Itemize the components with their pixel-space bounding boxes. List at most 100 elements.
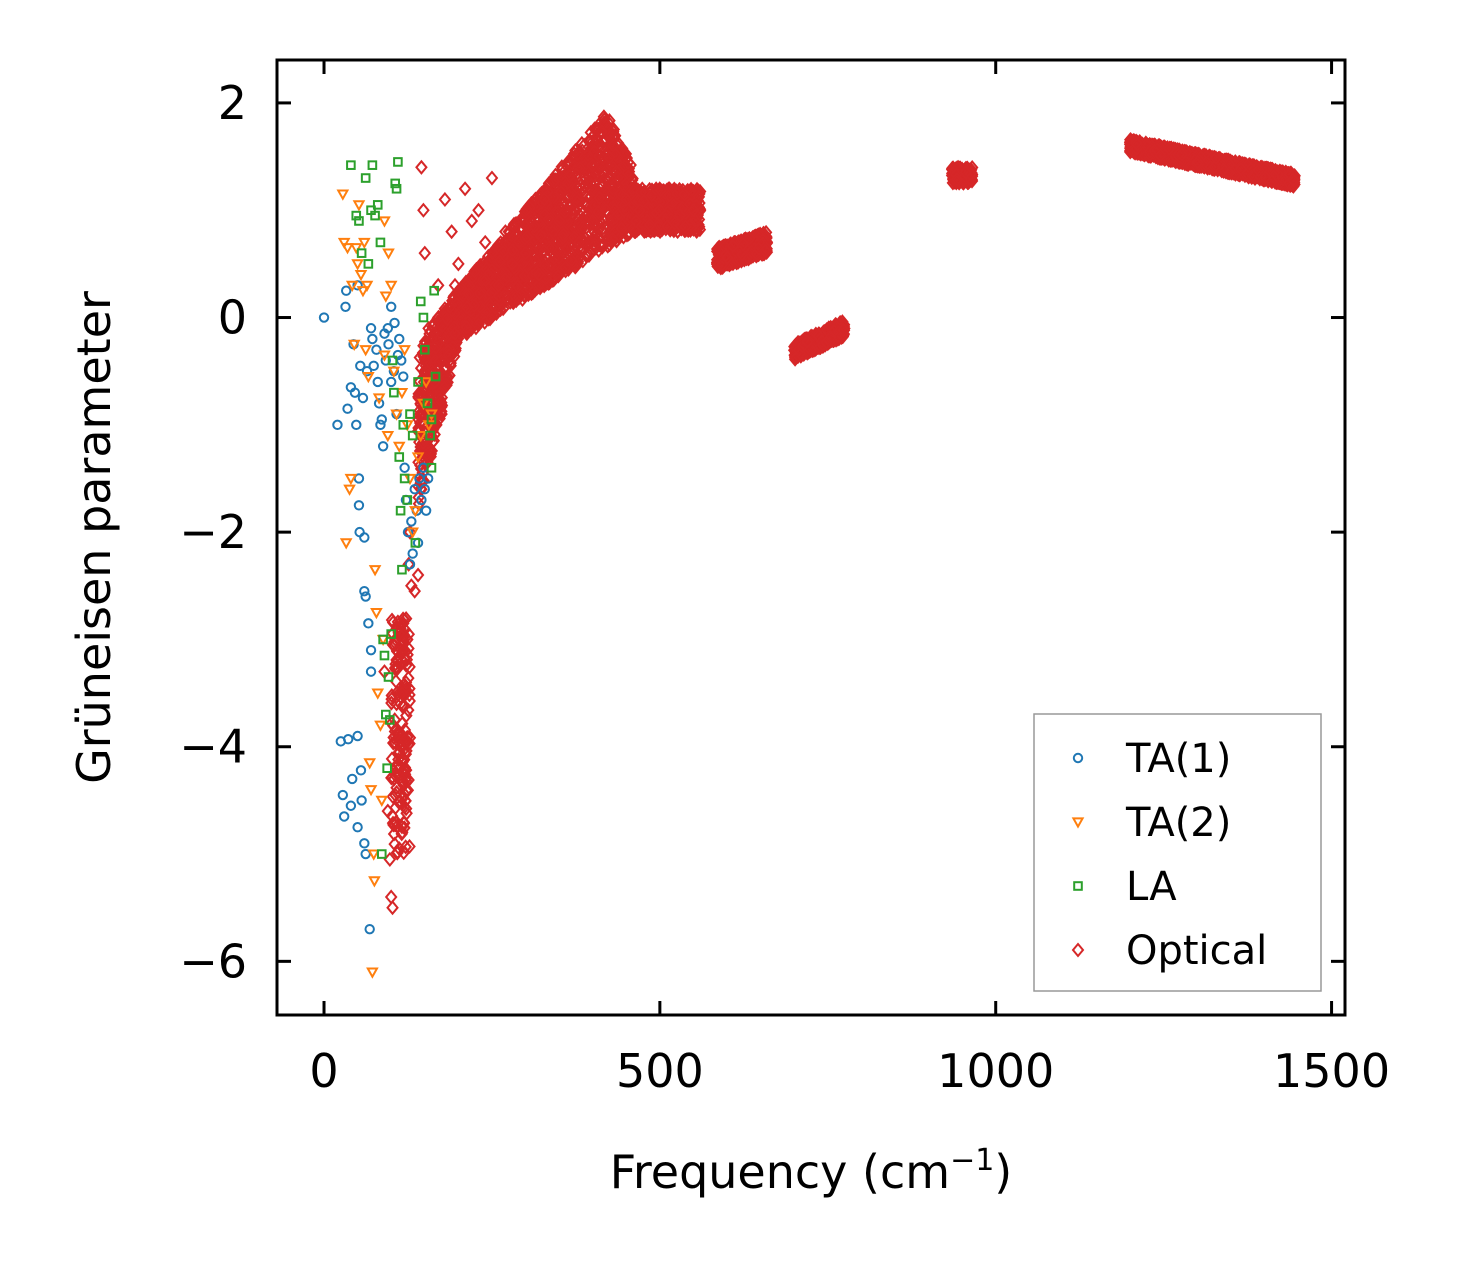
optical-point — [413, 349, 427, 366]
optical-point — [613, 186, 627, 202]
optical-point — [488, 299, 502, 315]
optical-point — [598, 171, 612, 187]
optical-cluster-6 — [1123, 132, 1301, 194]
optical-point — [606, 231, 619, 247]
optical-point — [743, 230, 756, 247]
optical-point — [461, 314, 475, 331]
optical-point — [615, 221, 628, 237]
optical-cluster-1 — [411, 109, 640, 512]
optical-point — [643, 217, 657, 233]
optical-point — [464, 303, 478, 319]
optical-point — [544, 211, 557, 227]
optical-point — [605, 134, 619, 150]
optical-point — [433, 385, 447, 401]
optical-point — [499, 286, 512, 302]
optical-point — [654, 182, 668, 198]
optical-point — [542, 175, 556, 191]
optical-point — [547, 173, 561, 189]
optical-point — [540, 195, 553, 211]
optical-cluster-5 — [945, 159, 979, 191]
optical-point — [397, 814, 411, 831]
optical-point — [472, 316, 485, 333]
optical-point — [468, 305, 481, 322]
optical-point — [603, 149, 616, 165]
optical-point — [534, 228, 547, 244]
optical-point — [721, 250, 734, 266]
optical-point — [668, 215, 682, 231]
optical-point — [609, 147, 622, 163]
optical-point — [583, 132, 596, 148]
optical-point — [403, 838, 416, 855]
optical-point — [602, 205, 616, 221]
optical-point — [582, 247, 595, 263]
optical-point — [515, 211, 528, 227]
optical-point — [571, 210, 584, 226]
optical-point — [390, 784, 403, 800]
optical-point — [562, 163, 576, 179]
optical-point — [448, 326, 462, 342]
optical-point — [561, 203, 575, 219]
optical-point — [395, 819, 409, 835]
optical-point — [426, 399, 440, 416]
optical-point — [802, 333, 816, 349]
optical-point — [713, 241, 726, 257]
optical-point — [386, 614, 400, 631]
optical-point — [571, 146, 584, 162]
optical-point — [726, 238, 740, 254]
optical-point — [532, 277, 546, 293]
optical-point — [435, 399, 448, 415]
optical-point — [650, 205, 664, 221]
optical-point — [565, 252, 578, 268]
optical-point — [569, 142, 582, 159]
optical-point — [462, 278, 476, 294]
optical-point — [959, 164, 973, 180]
optical-point — [389, 662, 403, 678]
optical-point — [604, 225, 617, 241]
optical-point — [433, 392, 447, 408]
optical-point — [595, 239, 609, 255]
optical-cluster-3 — [710, 224, 774, 276]
optical-point — [590, 215, 604, 231]
optical-point — [583, 189, 597, 205]
optical-point — [441, 311, 454, 327]
optical-point — [653, 217, 666, 233]
optical-point — [473, 299, 487, 315]
optical-point — [485, 285, 498, 301]
optical-point — [492, 288, 506, 304]
optical-point — [502, 236, 516, 252]
optical-point — [417, 473, 430, 489]
optical-point — [559, 259, 572, 276]
optical-point — [501, 291, 514, 307]
optical-point — [758, 243, 772, 259]
optical-point — [520, 229, 534, 245]
optical-point — [385, 751, 399, 767]
optical-point — [964, 166, 977, 182]
optical-point — [400, 729, 414, 745]
optical-cluster-2 — [626, 181, 707, 240]
optical-point — [523, 200, 536, 216]
optical-point — [683, 196, 697, 212]
optical-point — [498, 271, 512, 287]
optical-point — [529, 278, 543, 294]
optical-point — [621, 154, 635, 170]
optical-point — [399, 762, 413, 778]
optical-point — [679, 218, 692, 235]
optical-point — [601, 120, 614, 137]
optical-point — [570, 190, 584, 206]
optical-point — [537, 243, 551, 259]
optical-point — [837, 322, 850, 338]
optical-point — [738, 251, 751, 267]
optical-point — [637, 193, 651, 209]
optical-point — [820, 334, 833, 351]
optical-point — [532, 279, 545, 295]
optical-point — [663, 181, 676, 197]
optical-point — [522, 245, 536, 261]
optical-point — [797, 331, 811, 348]
optical-point — [385, 808, 399, 824]
optical-point — [571, 161, 584, 177]
optical-point — [545, 240, 559, 256]
optical-point — [481, 267, 495, 283]
optical-point — [604, 170, 617, 186]
optical-point — [398, 649, 412, 665]
